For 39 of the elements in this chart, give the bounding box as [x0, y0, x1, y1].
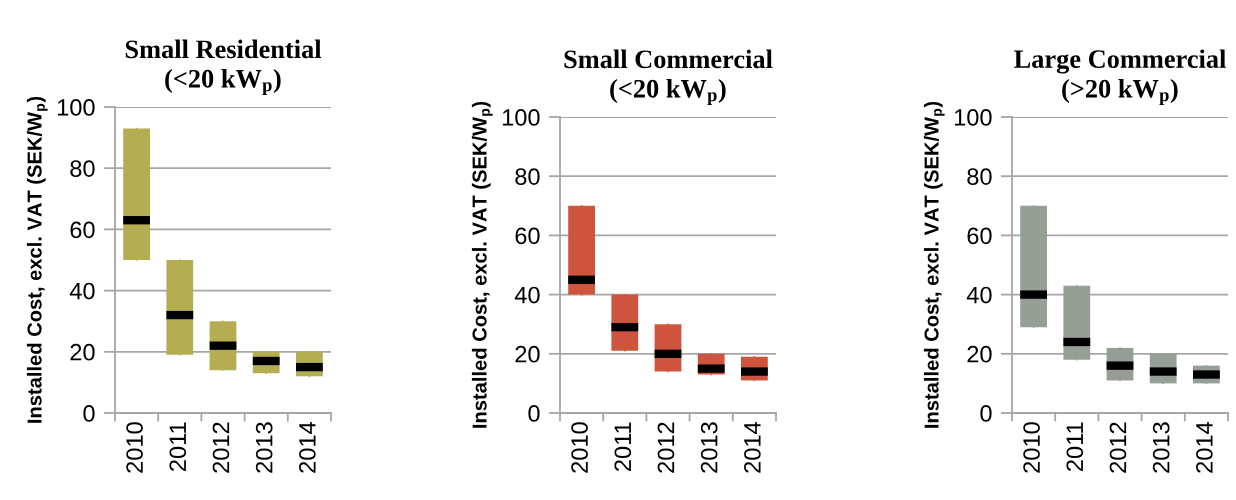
y-tick-label: 40 — [966, 286, 992, 304]
x-tick-label: 2010 — [1023, 422, 1040, 473]
x-tick-label: 2011 — [614, 422, 632, 471]
x-tick-label: 2014 — [1196, 422, 1213, 473]
x-tick-label: 2013 — [1152, 422, 1170, 473]
y-tick-label: 0 — [83, 405, 95, 422]
x-tick-label: 2014 — [744, 422, 761, 473]
y-tick-label: 100 — [57, 99, 95, 116]
x-tick-label: 2014 — [299, 422, 316, 473]
y-tick-label: 0 — [980, 405, 992, 422]
chart-title: Large Commercial (>20 kW$_{p}$) — [1014, 49, 1226, 105]
y-tick-label: 100 — [502, 109, 540, 126]
y-tick-label: 100 — [954, 109, 992, 126]
y-tick-label: 20 — [70, 343, 95, 361]
y-tick-label: 80 — [967, 168, 992, 185]
y-tick-label: 20 — [967, 345, 992, 363]
y-axis-title: Installed Cost, excl. VAT (SEK/W$_{p}$) — [26, 96, 48, 423]
y-tick-label: 80 — [70, 160, 95, 177]
x-tick-label: 2013 — [255, 422, 273, 473]
y-tick-label: 40 — [69, 282, 95, 300]
x-tick-label: 2010 — [571, 422, 588, 473]
x-tick-label: 2011 — [1066, 422, 1084, 471]
y-tick-label: 60 — [70, 221, 95, 239]
x-tick-label: 2012 — [1109, 422, 1127, 473]
chart-title: Small Commercial (<20 kW$_{p}$) — [564, 49, 773, 105]
y-tick-label: 80 — [515, 168, 540, 185]
y-tick-label: 60 — [515, 227, 540, 245]
y-tick-label: 20 — [515, 345, 540, 363]
chart-title: Small Residential (<20 kW$_{p}$) — [125, 39, 322, 95]
x-tick-label: 2012 — [212, 422, 230, 473]
y-tick-label: 0 — [528, 405, 540, 422]
x-tick-label: 2011 — [169, 422, 187, 471]
y-tick-label: 60 — [967, 227, 992, 245]
y-tick-label: 40 — [514, 286, 540, 304]
y-axis-title: Installed Cost, excl. VAT (SEK/W$_{p}$) — [923, 101, 945, 428]
x-tick-label: 2013 — [700, 422, 718, 473]
x-tick-label: 2010 — [126, 422, 143, 473]
y-axis-title: Installed Cost, excl. VAT (SEK/W$_{p}$) — [471, 101, 493, 428]
x-tick-label: 2012 — [657, 422, 675, 473]
